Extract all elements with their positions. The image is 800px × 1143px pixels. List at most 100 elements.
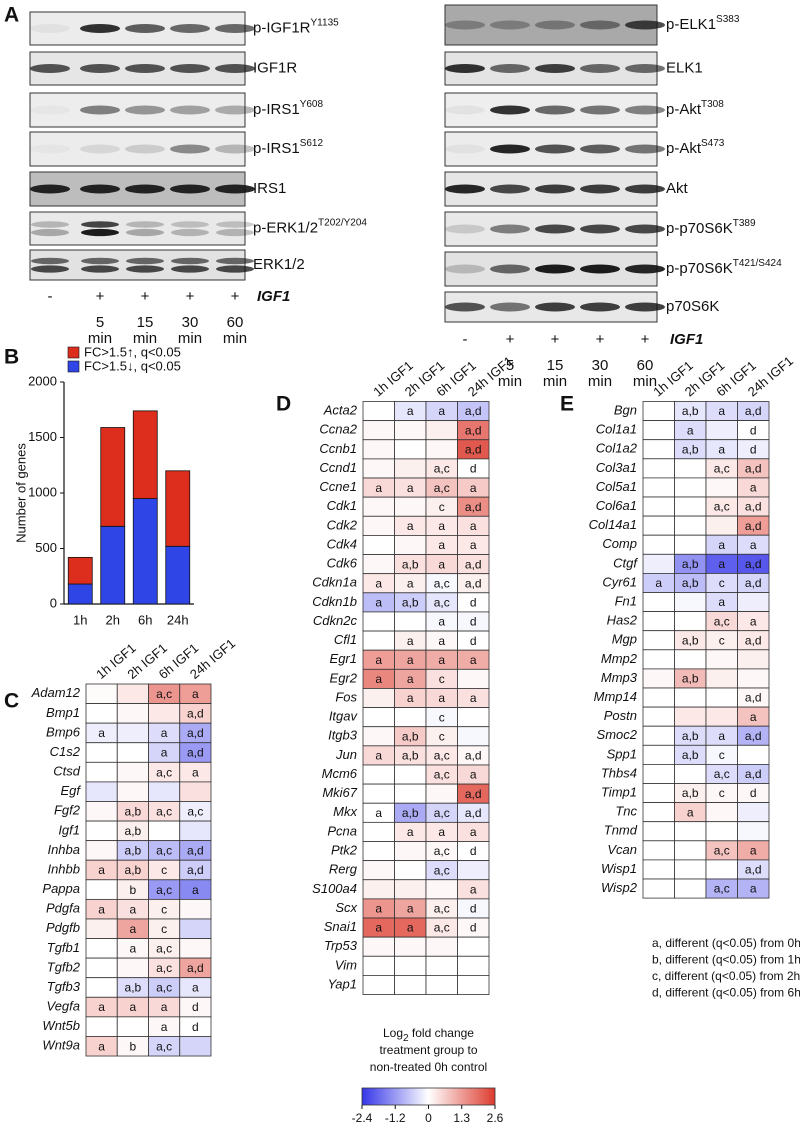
cell-annotation: a — [407, 691, 414, 705]
band — [490, 264, 530, 274]
gene-label: Tnc — [615, 804, 637, 819]
time-label: min — [543, 373, 567, 390]
cell-annotation: a,d — [745, 462, 762, 476]
protein-name: p-p70S6K — [666, 220, 733, 237]
cell-annotation: a — [470, 691, 477, 705]
heatmap-cell — [85, 918, 118, 939]
heatmap-cell — [85, 781, 118, 802]
heatmap-cell — [642, 477, 675, 498]
band — [625, 184, 665, 194]
cell-annotation: a,c — [714, 882, 730, 896]
colorbar-tick-label: 2.6 — [487, 1111, 504, 1125]
band — [445, 105, 485, 115]
heatmap-cell — [457, 860, 490, 881]
cell-annotation: a,c — [434, 481, 450, 495]
cell-annotation: a — [438, 653, 445, 667]
heatmap-cell — [642, 764, 675, 784]
heatmap-cell — [425, 420, 458, 441]
colorbar-tick-label: -2.4 — [352, 1111, 373, 1125]
band — [535, 184, 575, 194]
protein-name: ERK1/2 — [253, 256, 305, 273]
gene-label: Egf — [60, 783, 81, 798]
band — [625, 302, 665, 312]
gene-label: C1s2 — [50, 744, 81, 759]
heatmap-cell — [362, 535, 395, 555]
band — [171, 228, 209, 237]
treatment-label: IGF1 — [670, 331, 703, 348]
cell-annotation: a,d — [187, 961, 204, 975]
heatmap-cell — [394, 764, 427, 785]
heatmap-cell — [362, 611, 395, 632]
band — [81, 228, 119, 237]
y-tick-label: 500 — [35, 540, 57, 555]
heatmap-cell — [85, 801, 118, 822]
phospho-site: Y1135 — [311, 17, 340, 28]
heatmap-cell — [362, 764, 395, 785]
cell-annotation: a,d — [187, 746, 204, 760]
gene-label: Has2 — [607, 613, 638, 628]
cell-annotation: a,d — [745, 519, 762, 533]
cell-annotation: a — [161, 746, 168, 760]
gene-label: Vegfa — [47, 999, 81, 1014]
cell-annotation: d — [470, 596, 477, 610]
heatmap-cell — [179, 820, 212, 842]
heatmap-cell — [674, 592, 707, 613]
cell-annotation: d — [192, 1000, 199, 1014]
gene-label: Thbs4 — [601, 765, 637, 780]
cell-annotation: a,d — [187, 726, 204, 740]
cell-annotation: c — [439, 729, 445, 743]
bar-segment — [100, 427, 126, 527]
cell-annotation: a — [438, 404, 445, 418]
phospho-site: S383 — [716, 14, 740, 25]
cell-annotation: a — [98, 1000, 105, 1014]
gene-label: Tnmd — [604, 823, 638, 838]
gene-label: Wnt5b — [42, 1018, 80, 1033]
treatment-sign: + — [506, 331, 515, 348]
band — [170, 184, 210, 194]
heatmap-cell — [705, 420, 738, 441]
cell-annotation: a,c — [434, 806, 450, 820]
heatmap-cell — [85, 840, 118, 861]
heatmap-cell — [737, 668, 770, 689]
band — [445, 20, 485, 30]
blot-label: p-AktS473 — [666, 138, 725, 157]
band — [125, 105, 165, 115]
heatmap-cell — [674, 496, 707, 517]
band — [80, 24, 120, 33]
cell-annotation: a — [750, 882, 757, 896]
cell-annotation: d — [470, 615, 477, 629]
band — [216, 221, 254, 228]
cell-annotation: a,c — [434, 902, 450, 916]
cell-annotation: a,d — [745, 576, 762, 590]
band — [625, 20, 665, 30]
cell-annotation: a,c — [714, 614, 730, 628]
colorbar — [361, 1087, 496, 1106]
cell-annotation: a — [438, 825, 445, 839]
time-label: min — [223, 330, 247, 347]
gene-label: Mcm6 — [322, 766, 358, 781]
heatmap-cell — [642, 878, 675, 899]
gene-label: Spp1 — [607, 746, 637, 761]
gene-label: Wisp2 — [601, 880, 638, 895]
heatmap-cell — [642, 515, 675, 536]
cell-annotation: a — [98, 863, 105, 877]
cell-annotation: a — [375, 481, 382, 495]
cell-annotation: a — [750, 844, 757, 858]
cell-annotation: c — [719, 786, 725, 800]
cell-annotation: a,b — [402, 729, 419, 743]
heatmap-cell — [705, 706, 738, 727]
cell-annotation: a — [470, 825, 477, 839]
cell-annotation: a,d — [745, 404, 762, 418]
blot-label: p-IRS1Y608 — [253, 99, 323, 118]
panel-label: E — [560, 393, 574, 416]
heatmap-cell — [642, 859, 675, 880]
cell-annotation: a,d — [187, 707, 204, 721]
heatmap-cell — [362, 841, 395, 862]
gene-label: Egr1 — [330, 651, 357, 666]
heatmap-cell — [148, 703, 181, 724]
letter-legend: d, different (q<0.05) from 6h IGF1 — [652, 986, 800, 1000]
heatmap-cell — [674, 611, 707, 632]
heatmap-cell — [362, 458, 395, 479]
x-tick-label: 6h — [138, 612, 152, 627]
treatment-sign: + — [641, 331, 650, 348]
